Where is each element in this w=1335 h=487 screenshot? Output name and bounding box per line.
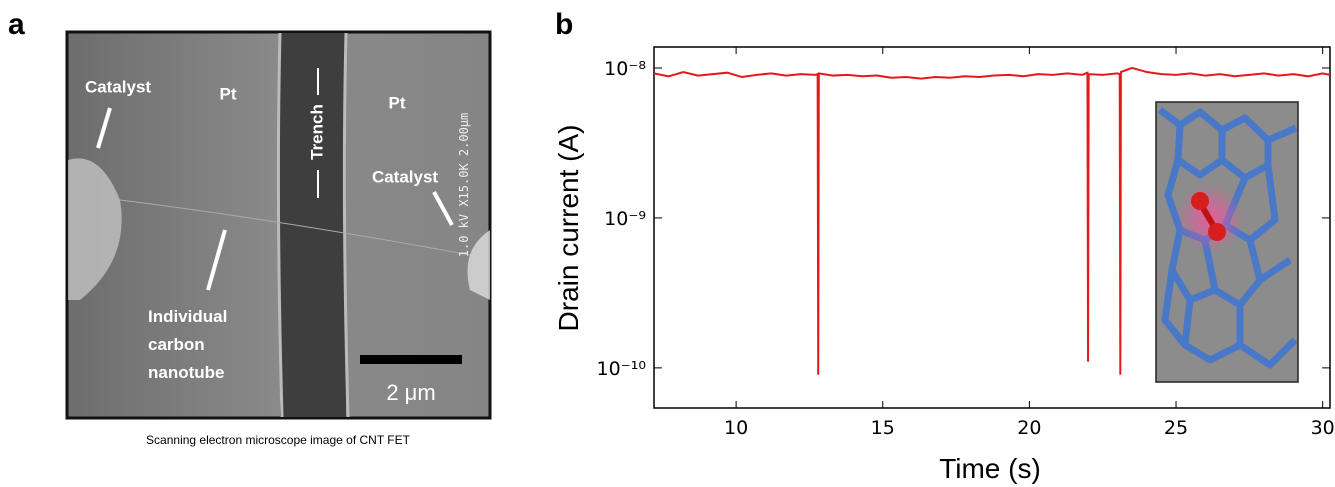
annotation: Pt	[389, 93, 406, 112]
nanotube-label: Individual	[148, 307, 227, 326]
instrument-text: 1.0 kV X15.0K 2.00µm	[457, 113, 471, 258]
annotation: Catalyst	[372, 167, 438, 186]
plot: 10 15 20 25 30 10⁻¹⁰ 10⁻⁹ 10⁻⁸	[597, 47, 1335, 439]
annotation: Trench	[307, 104, 326, 160]
x-tick-label: 30	[1311, 417, 1335, 439]
y-axis-title: Drain current (A)	[553, 125, 584, 332]
sem-image	[65, 30, 492, 420]
panel-a-annotations: Catalyst Pt Trench Pt Catalyst Individual carb…	[85, 77, 471, 405]
plot-frame	[653, 46, 1331, 409]
nanotube-label: nanotube	[148, 363, 225, 382]
panel-label: b	[555, 8, 573, 41]
nanotube-label: carbon	[148, 335, 205, 354]
annotation: Pt	[220, 84, 237, 103]
y-tick-label: 10⁻¹⁰	[597, 358, 646, 380]
x-tick-label: 20	[1017, 417, 1041, 439]
inset-image	[1155, 101, 1299, 383]
y-tick-label: 10⁻⁹	[604, 208, 646, 230]
x-axis-title: Time (s)	[939, 453, 1041, 484]
x-tick-label: 10	[724, 417, 748, 439]
x-tick-label: 25	[1164, 417, 1188, 439]
panel-label: a	[8, 8, 25, 41]
scale-bar-label: 2 μm	[386, 380, 435, 405]
x-tick-label: 15	[871, 417, 895, 439]
annotation: Catalyst	[85, 77, 151, 96]
y-tick-label: 10⁻⁸	[604, 58, 646, 80]
data-line	[653, 66, 1331, 375]
caption: Scanning electron microscope image of CN…	[146, 433, 411, 447]
